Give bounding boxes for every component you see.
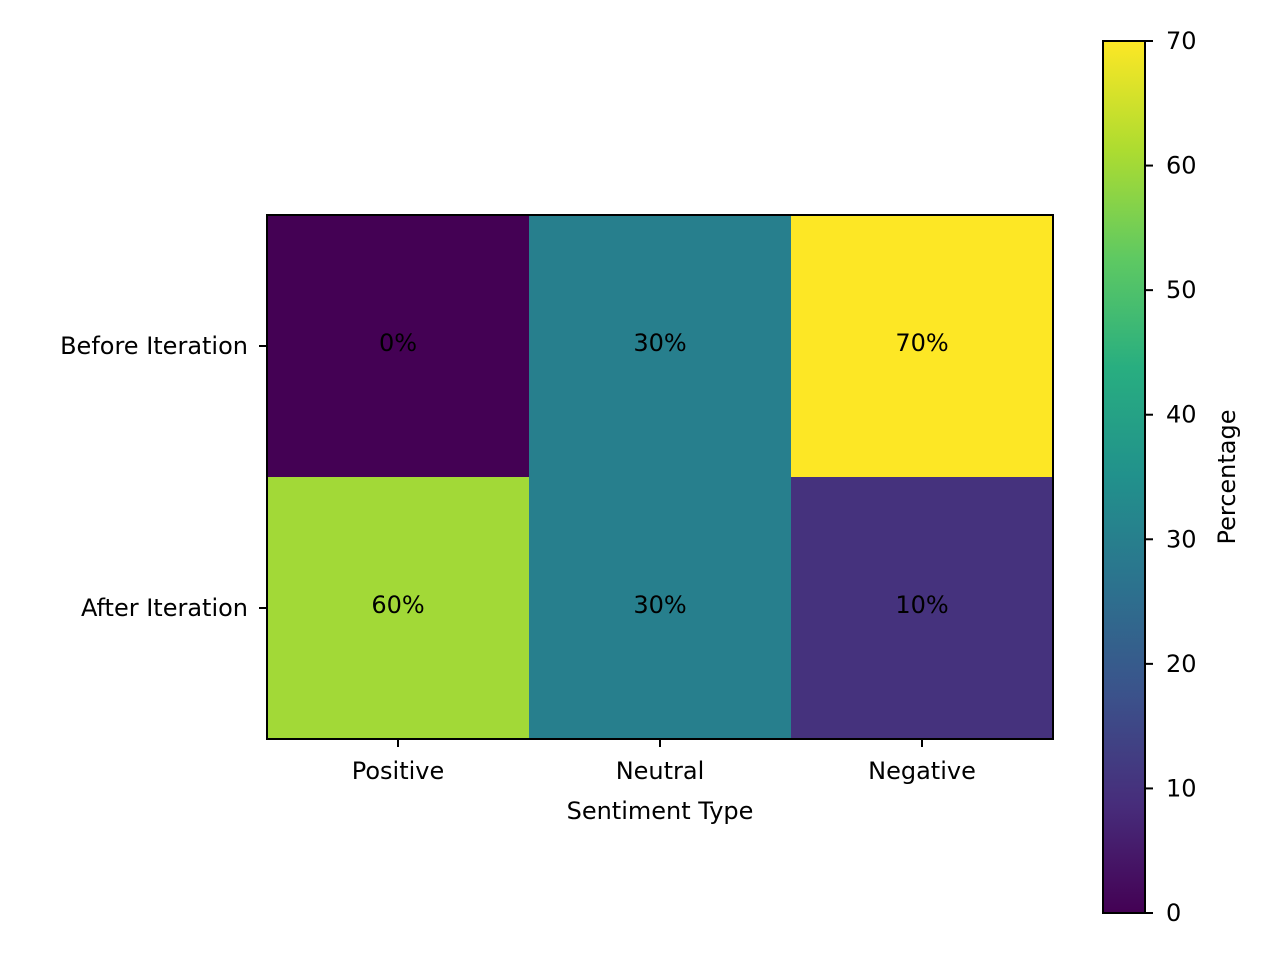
heatmap-cell: [529, 215, 792, 478]
cell-value-label: 30%: [633, 591, 686, 619]
colorbar-tick-label: 60: [1166, 152, 1197, 180]
colorbar-tick-label: 0: [1166, 899, 1181, 927]
cell-value-label: 0%: [379, 329, 417, 357]
y-axis: Before Iteration After Iteration: [60, 332, 267, 622]
cell-value-label: 70%: [895, 329, 948, 357]
colorbar-tick-label: 50: [1166, 276, 1197, 304]
heatmap-cell: [529, 477, 792, 740]
colorbar-tick-label: 40: [1166, 401, 1197, 429]
colorbar-tick-label: 30: [1166, 525, 1197, 553]
x-tick-label: Negative: [868, 757, 976, 785]
cell-value-label: 30%: [633, 329, 686, 357]
colorbar-gradient: [1102, 40, 1146, 914]
cell-value-label: 60%: [371, 591, 424, 619]
colorbar-tick-label: 10: [1166, 774, 1197, 802]
heatmap-cell: [791, 477, 1054, 740]
x-tick-label: Neutral: [616, 757, 705, 785]
x-axis: Positive Neutral Negative: [352, 739, 976, 785]
colorbar-tick-label: 70: [1166, 27, 1197, 55]
heatmap-cell: [267, 477, 530, 740]
heatmap-cell-labels: 0% 30% 70% 60% 30% 10%: [371, 329, 948, 619]
x-tick-label: Positive: [352, 757, 445, 785]
y-tick-label: After Iteration: [81, 594, 248, 622]
colorbar-label: Percentage: [1213, 409, 1241, 544]
cell-value-label: 10%: [895, 591, 948, 619]
heatmap-cells: [267, 215, 1054, 740]
heatmap-cell: [791, 215, 1054, 478]
colorbar-ticks: 0 10 20 30 40 50 60 70: [1145, 27, 1197, 927]
y-tick-label: Before Iteration: [60, 332, 248, 360]
colorbar-tick-label: 20: [1166, 650, 1197, 678]
colorbar: 0 10 20 30 40 50 60 70 Percentage: [1102, 27, 1241, 927]
x-axis-label: Sentiment Type: [567, 797, 754, 825]
heatmap-cell: [267, 215, 530, 478]
